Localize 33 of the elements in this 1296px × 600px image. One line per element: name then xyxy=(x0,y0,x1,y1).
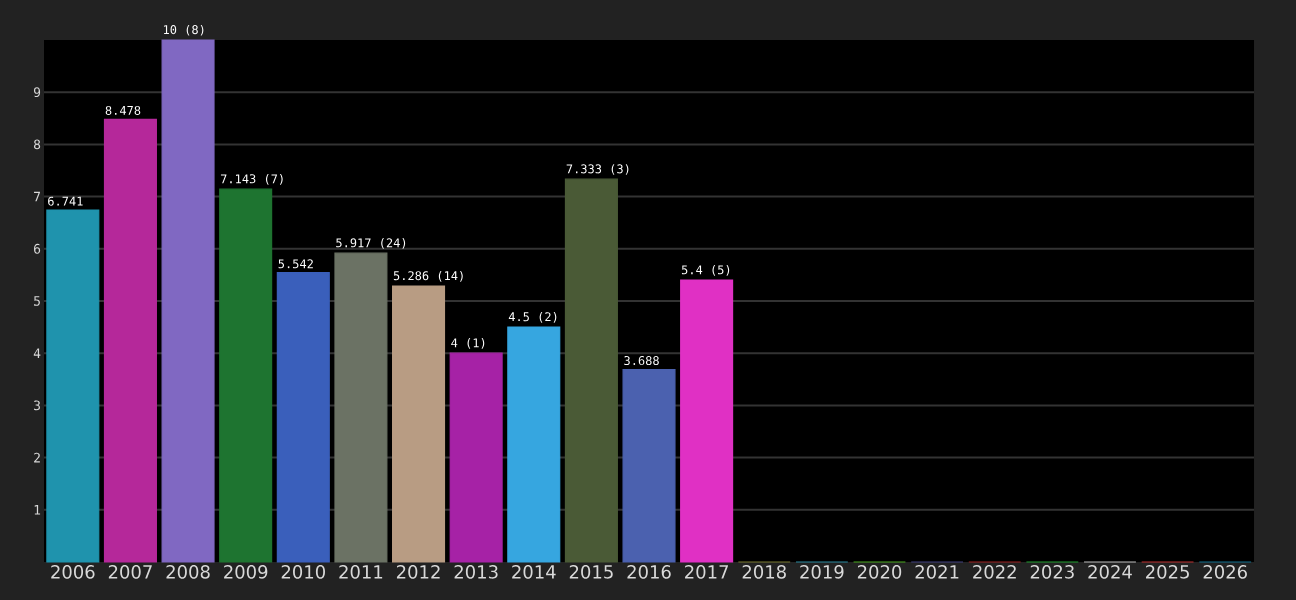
x-tick-label: 2013 xyxy=(454,565,498,579)
bar xyxy=(276,272,330,563)
x-tick-label: 2020 xyxy=(857,565,902,579)
bar xyxy=(392,285,446,563)
bar xyxy=(334,252,388,563)
x-tick-label: 2026 xyxy=(1203,565,1247,579)
x-tick-label: 2016 xyxy=(627,565,671,579)
x-tick-label: 2018 xyxy=(742,565,786,579)
x-tick-label: 2011 xyxy=(339,565,383,579)
bar xyxy=(46,209,100,563)
bar xyxy=(103,118,157,563)
x-tick-label: 2015 xyxy=(569,565,613,579)
bar xyxy=(219,188,273,563)
bar xyxy=(680,279,734,563)
x-tick-label: 2024 xyxy=(1088,565,1132,579)
bar xyxy=(449,352,503,563)
bar xyxy=(161,39,215,563)
x-tick-label: 2017 xyxy=(685,565,728,579)
x-tick-label: 2022 xyxy=(973,565,1016,579)
x-tick-label: 2021 xyxy=(915,565,959,579)
bar xyxy=(622,368,676,563)
x-tick-label: 2019 xyxy=(800,565,844,579)
bar xyxy=(564,178,618,563)
x-tick-label: 2010 xyxy=(281,565,325,579)
bar xyxy=(507,326,561,563)
x-tick-label: 2025 xyxy=(1146,565,1189,579)
x-tick-label: 2008 xyxy=(166,565,210,579)
x-tick-label: 2014 xyxy=(512,565,556,579)
x-tick-label: 2007 xyxy=(108,565,152,579)
x-tick-label: 2012 xyxy=(396,565,440,579)
x-tick-label: 2009 xyxy=(224,565,268,579)
x-tick-label: 2023 xyxy=(1030,565,1074,579)
x-tick-label: 2006 xyxy=(51,565,95,579)
